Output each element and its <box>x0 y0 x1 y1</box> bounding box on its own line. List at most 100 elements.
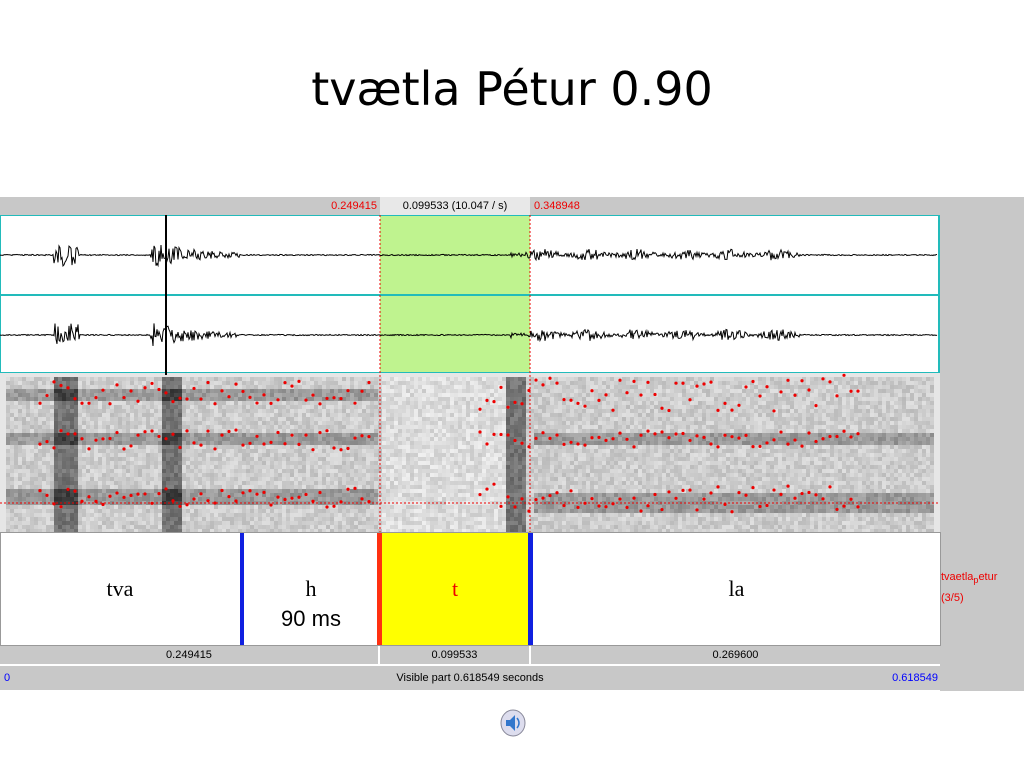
spectro-cell <box>438 453 442 457</box>
spectro-cell <box>126 385 130 389</box>
spectro-cell <box>442 485 446 489</box>
spectro-cell <box>90 401 94 405</box>
spectro-cell <box>6 457 10 461</box>
spectro-cell <box>362 405 366 409</box>
spectro-cell <box>182 465 186 469</box>
spectro-cell <box>330 413 334 417</box>
spectro-cell <box>38 477 42 481</box>
selection-duration[interactable]: 0.099533 (10.047 / s) <box>380 197 530 215</box>
spectro-cell <box>430 521 434 525</box>
spectro-cell <box>194 465 198 469</box>
spectro-cell <box>270 465 274 469</box>
spectro-cell <box>258 517 262 521</box>
spectro-cell <box>330 529 334 533</box>
spectro-cell <box>158 393 162 397</box>
spectro-cell <box>22 457 26 461</box>
spectro-cell <box>230 397 234 401</box>
spectro-cell <box>486 477 490 481</box>
spectro-cell <box>26 465 30 469</box>
spectro-cell <box>266 481 270 485</box>
spectro-cell <box>262 521 266 525</box>
spectro-cell <box>402 433 406 437</box>
spectro-cell <box>290 437 294 441</box>
spectro-cell <box>262 469 266 473</box>
spectro-cell <box>326 449 330 453</box>
spectro-cell <box>410 529 414 533</box>
spectro-cell <box>170 517 174 521</box>
spectro-cell <box>130 409 134 413</box>
spectro-cell <box>374 493 378 497</box>
spectro-cell <box>66 509 70 513</box>
spectro-cell <box>486 417 490 421</box>
spectro-cell <box>414 477 418 481</box>
spectro-cell <box>338 457 342 461</box>
spectro-cell <box>194 385 198 389</box>
spectro-cell <box>290 417 294 421</box>
spectro-cell <box>6 401 10 405</box>
spectro-cell <box>342 505 346 509</box>
spectro-cell <box>50 509 54 513</box>
spectro-cell <box>238 493 242 497</box>
spectro-cell <box>6 505 10 509</box>
spectro-cell <box>358 469 362 473</box>
spectro-cell <box>86 509 90 513</box>
spectro-cell <box>506 453 510 457</box>
spectro-cell <box>50 477 54 481</box>
spectro-cell <box>118 381 122 385</box>
spectro-cell <box>474 409 478 413</box>
spectro-cell <box>478 417 482 421</box>
spectro-cell <box>42 461 46 465</box>
spectro-cell <box>342 477 346 481</box>
spectro-cell <box>130 429 134 433</box>
spectro-cell <box>226 413 230 417</box>
spectro-cell <box>46 413 50 417</box>
spectro-cell <box>502 525 506 529</box>
spectro-cell <box>110 433 114 437</box>
spectro-cell <box>230 437 234 441</box>
spectro-cell <box>26 529 30 533</box>
spectro-cell <box>206 421 210 425</box>
spectro-cell <box>86 397 90 401</box>
spectro-cell <box>142 465 146 469</box>
spectro-cell <box>266 469 270 473</box>
spectro-cell <box>114 481 118 485</box>
spectro-cell <box>110 397 114 401</box>
spectro-cell <box>334 393 338 397</box>
spectro-cell <box>510 513 514 517</box>
spectro-cell <box>274 381 278 385</box>
spectro-cell <box>290 389 294 393</box>
spectro-cell <box>198 433 202 437</box>
spectro-cell <box>22 441 26 445</box>
spectro-cell <box>246 445 250 449</box>
spectro-cell <box>298 413 302 417</box>
spectro-cell <box>374 433 378 437</box>
spectro-cell <box>498 485 502 489</box>
spectro-cell <box>502 409 506 413</box>
spectro-cell <box>290 457 294 461</box>
spectro-cell <box>170 393 174 397</box>
spectro-cell <box>34 469 38 473</box>
spectro-cell <box>438 377 442 381</box>
spectro-cell <box>350 461 354 465</box>
spectro-cell <box>146 417 150 421</box>
spectro-cell <box>238 461 242 465</box>
spectro-cell <box>358 381 362 385</box>
spectro-cell <box>302 429 306 433</box>
spectro-cell <box>382 517 386 521</box>
spectro-cell <box>506 497 510 501</box>
spectro-cell <box>454 453 458 457</box>
spectro-cell <box>374 445 378 449</box>
spectro-cell <box>246 413 250 417</box>
spectro-cell <box>354 421 358 425</box>
spectro-cell <box>486 397 490 401</box>
spectro-cell <box>302 473 306 477</box>
spectro-cell <box>78 517 82 521</box>
spectro-cell <box>246 505 250 509</box>
spectro-cell <box>42 381 46 385</box>
spectro-cell <box>454 473 458 477</box>
signal-view[interactable] <box>0 215 940 533</box>
spectro-cell <box>434 477 438 481</box>
spectro-cell <box>46 405 50 409</box>
spectro-cell <box>126 433 130 437</box>
spectro-cell <box>14 473 18 477</box>
